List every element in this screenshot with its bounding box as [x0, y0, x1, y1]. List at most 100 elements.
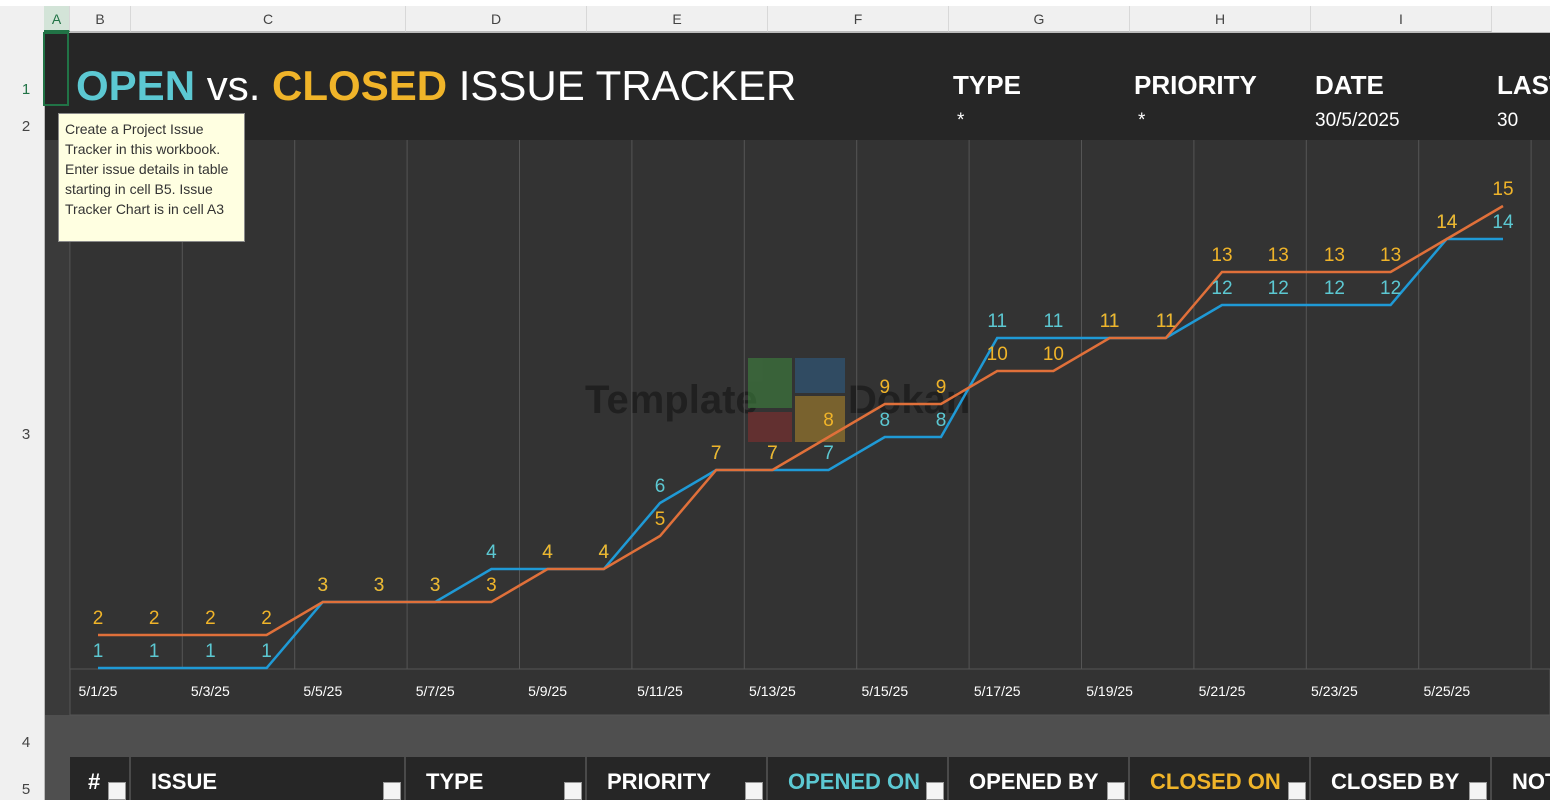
data-label: 12	[1324, 278, 1345, 299]
filter-label: DATE	[1315, 70, 1384, 100]
x-tick-label: 5/17/25	[974, 683, 1021, 699]
data-label: 12	[1380, 278, 1401, 299]
filter-dropdown[interactable]	[1469, 782, 1487, 800]
table-header[interactable]: PRIORITY	[587, 757, 768, 800]
row-header-bar	[0, 32, 45, 800]
data-label: 11	[1100, 311, 1120, 332]
filter-dropdown[interactable]	[1107, 782, 1125, 800]
column-header[interactable]: I	[1311, 6, 1492, 32]
column-header[interactable]: F	[768, 6, 949, 32]
data-label: 7	[823, 443, 834, 464]
x-tick-label: 5/13/25	[749, 683, 796, 699]
table-header[interactable]: CLOSED BY	[1311, 757, 1492, 800]
data-label: 10	[1043, 344, 1064, 365]
series-line	[98, 204, 1504, 637]
data-label: 1	[149, 641, 160, 662]
filter-value: *	[1138, 110, 1146, 131]
data-label: 8	[936, 410, 947, 431]
column-header[interactable]: A	[44, 6, 70, 32]
filter-dropdown[interactable]	[745, 782, 763, 800]
title-open: OPEN	[76, 62, 196, 109]
data-label: 3	[430, 575, 441, 596]
row-header[interactable]: 2	[21, 118, 31, 135]
data-label: 14	[1436, 212, 1458, 233]
x-tick-label: 5/19/25	[1086, 683, 1133, 699]
x-tick-label: 5/9/25	[528, 683, 567, 699]
data-label: 11	[1156, 311, 1176, 332]
data-label: 11	[1156, 311, 1176, 332]
x-tick-label: 5/25/25	[1423, 683, 1470, 699]
data-label: 3	[430, 575, 441, 596]
table-header[interactable]: ISSUE	[131, 757, 406, 800]
row-header[interactable]: 3	[21, 426, 31, 443]
data-label: 10	[987, 344, 1008, 365]
filter-dropdown[interactable]	[926, 782, 944, 800]
x-tick-label: 5/3/25	[191, 683, 230, 699]
data-label: 2	[205, 608, 216, 629]
data-label: 15	[1492, 179, 1513, 200]
filter-dropdown[interactable]	[108, 782, 126, 800]
watermark-logo	[748, 358, 845, 442]
data-label: 14	[1436, 212, 1458, 233]
row-header[interactable]: 1	[21, 81, 31, 98]
column-header[interactable]: D	[406, 6, 587, 32]
column-header[interactable]: C	[131, 6, 406, 32]
data-label: 2	[261, 608, 272, 629]
data-label: 13	[1380, 245, 1401, 266]
column-header[interactable]: G	[949, 6, 1130, 32]
filter-label: PRIORITY	[1134, 70, 1257, 100]
data-label: 4	[599, 542, 610, 563]
filter-dropdown[interactable]	[564, 782, 582, 800]
data-label: 3	[318, 575, 329, 596]
filter-dropdown[interactable]	[383, 782, 401, 800]
cell-selection[interactable]	[43, 32, 69, 106]
filter-value: *	[957, 110, 965, 131]
data-label: 8	[823, 410, 834, 431]
data-label: 7	[767, 443, 778, 464]
data-label: 4	[599, 542, 610, 563]
sheet-title: OPEN vs. CLOSED ISSUE TRACKER	[76, 62, 796, 110]
column-header[interactable]: H	[1130, 6, 1311, 32]
filter-label: TYPE	[953, 70, 1021, 100]
table-header[interactable]: TYPE	[406, 757, 587, 800]
row-header[interactable]: 5	[21, 781, 31, 798]
data-label: 11	[1044, 311, 1064, 332]
data-label: 1	[261, 641, 272, 662]
data-label: 11	[1100, 311, 1120, 332]
title-rest: ISSUE TRACKER	[458, 62, 797, 109]
data-label: 4	[542, 542, 553, 563]
table-header[interactable]: #	[70, 757, 131, 800]
data-label: 7	[711, 443, 722, 464]
data-label: 3	[486, 575, 497, 596]
data-label: 3	[318, 575, 329, 596]
cell-a5	[45, 757, 70, 800]
table-header[interactable]: OPENED BY	[949, 757, 1130, 800]
row-header[interactable]: 4	[21, 734, 31, 751]
column-header[interactable]: B	[70, 6, 131, 32]
data-label: 5	[655, 509, 666, 530]
x-tick-label: 5/1/25	[79, 683, 118, 699]
data-label: 13	[1268, 245, 1289, 266]
data-label: 13	[1324, 245, 1345, 266]
column-header[interactable]: E	[587, 6, 768, 32]
title-vs: vs.	[206, 62, 261, 109]
data-label: 4	[486, 542, 497, 563]
axis-strip	[69, 668, 1550, 716]
data-label: 12	[1268, 278, 1289, 299]
table-header[interactable]: CLOSED ON	[1130, 757, 1311, 800]
data-label: 2	[93, 608, 104, 629]
data-label: 13	[1211, 245, 1232, 266]
data-label: 9	[936, 377, 947, 398]
table-header[interactable]: NOTES	[1492, 757, 1550, 800]
data-label: 12	[1211, 278, 1232, 299]
data-label: 1	[93, 641, 104, 662]
data-label: 2	[149, 608, 160, 629]
filter-label: LAST	[1497, 70, 1550, 100]
cell-comment: Create a Project Issue Tracker in this w…	[58, 113, 245, 242]
filter-dropdown[interactable]	[1288, 782, 1306, 800]
watermark: Template	[585, 378, 758, 422]
x-tick-label: 5/11/25	[637, 683, 683, 699]
table-header[interactable]: OPENED ON	[768, 757, 949, 800]
